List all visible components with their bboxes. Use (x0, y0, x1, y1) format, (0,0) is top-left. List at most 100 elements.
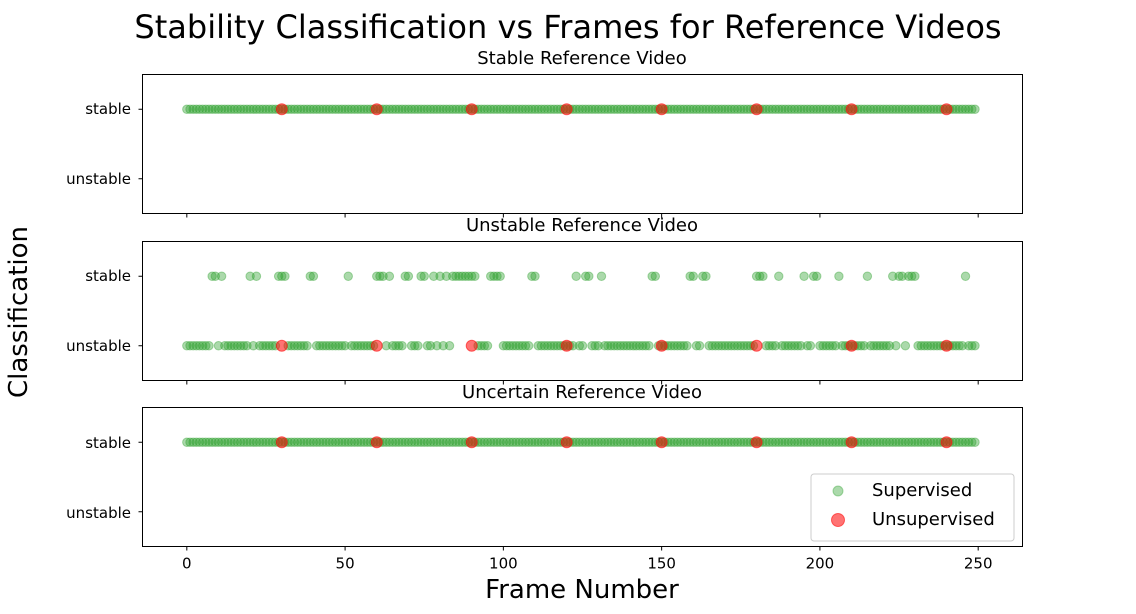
supervised-point (634, 104, 645, 114)
supervised-point (913, 104, 923, 114)
supervised-point (258, 341, 268, 351)
supervised-point (691, 104, 702, 114)
supervised-point (878, 104, 888, 114)
supervised-point (574, 437, 585, 447)
supervised-point (641, 341, 651, 351)
supervised-point (498, 104, 509, 114)
y-tick-label: stable (85, 100, 131, 118)
supervised-point (865, 341, 876, 351)
supervised-point (641, 104, 651, 114)
supervised-point (577, 437, 588, 447)
supervised-point (672, 437, 683, 447)
supervised-point (783, 437, 793, 447)
supervised-point (191, 341, 202, 351)
supervised-point (891, 437, 901, 447)
y-tick-label: stable (85, 267, 131, 285)
supervised-point (318, 104, 328, 114)
supervised-point (242, 437, 252, 447)
supervised-point (963, 437, 974, 447)
supervised-point (587, 437, 597, 447)
unsupervised-point (465, 339, 478, 352)
supervised-point (764, 341, 774, 351)
supervised-point (774, 104, 784, 114)
supervised-point (881, 341, 892, 351)
supervised-point (422, 341, 433, 351)
supervised-point (688, 437, 698, 447)
supervised-point (536, 341, 547, 351)
supervised-point (679, 104, 689, 114)
supervised-point (606, 104, 616, 114)
supervised-point (299, 341, 309, 351)
supervised-point (789, 437, 800, 447)
supervised-point (729, 437, 740, 447)
x-tick-label: 50 (336, 555, 355, 573)
supervised-point (438, 341, 448, 351)
supervised-point (384, 104, 395, 114)
y-axis-label: Classification (4, 226, 34, 398)
supervised-point (492, 437, 502, 447)
supervised-point (191, 437, 202, 447)
supervised-point (897, 437, 907, 447)
supervised-point (492, 104, 502, 114)
supervised-point (647, 271, 657, 281)
supervised-point (210, 104, 221, 114)
supervised-point (204, 341, 214, 351)
supervised-point (400, 437, 410, 447)
supervised-point (824, 341, 835, 351)
supervised-point (799, 437, 809, 447)
supervised-point (460, 271, 471, 281)
supervised-point (859, 437, 869, 447)
supervised-point (707, 341, 717, 351)
supervised-point (739, 341, 749, 351)
supervised-point (717, 437, 727, 447)
supervised-point (406, 437, 417, 447)
supervised-point (903, 104, 914, 114)
supervised-point (827, 341, 838, 351)
supervised-point (793, 341, 803, 351)
unsupervised-point (845, 436, 858, 449)
supervised-point (216, 104, 227, 114)
supervised-point (422, 437, 433, 447)
supervised-point (732, 104, 743, 114)
supervised-point (970, 437, 980, 447)
supervised-point (910, 271, 920, 281)
supervised-point (926, 437, 936, 447)
supervised-point (688, 104, 698, 114)
supervised-point (707, 437, 717, 447)
supervised-point (815, 437, 825, 447)
supervised-point (346, 104, 357, 114)
supervised-point (603, 104, 613, 114)
supervised-point (625, 104, 635, 114)
supervised-point (343, 104, 353, 114)
supervised-point (248, 437, 258, 447)
supervised-point (508, 104, 518, 114)
supervised-point (229, 104, 239, 114)
supervised-point (777, 104, 787, 114)
supervised-point (444, 341, 455, 351)
supervised-point (451, 437, 461, 447)
supervised-point (929, 104, 939, 114)
supervised-point (802, 437, 812, 447)
unsupervised-point (940, 339, 953, 352)
supervised-point (599, 341, 610, 351)
supervised-point (539, 104, 550, 114)
supervised-point (280, 271, 290, 281)
supervised-point (884, 104, 895, 114)
x-axis-label: Frame Number (485, 575, 679, 605)
supervised-point (919, 104, 930, 114)
supervised-point (818, 341, 828, 351)
supervised-point (432, 341, 442, 351)
supervised-point (596, 271, 607, 281)
supervised-point (321, 341, 331, 351)
supervised-point (302, 104, 312, 114)
supervised-point (631, 104, 642, 114)
supervised-point (406, 104, 417, 114)
supervised-point (254, 341, 265, 351)
unsupervised-point (370, 436, 383, 449)
supervised-point (793, 104, 803, 114)
supervised-point (720, 104, 730, 114)
supervised-point (539, 437, 550, 447)
supervised-point (520, 104, 531, 114)
supervised-point (580, 104, 591, 114)
